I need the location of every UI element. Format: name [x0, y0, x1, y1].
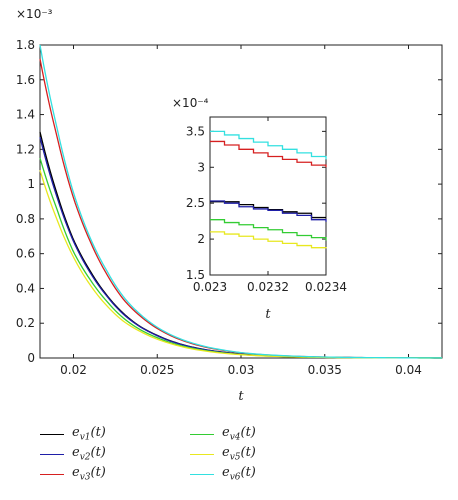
- legend-swatch: [190, 473, 214, 475]
- main-y-tick-label: 1.2: [16, 142, 35, 156]
- legend-item-ev5: ev5(t): [190, 444, 256, 464]
- inset-y-tick-label: 2.5: [186, 196, 205, 210]
- main-ticks: 0.02 0.025 0.03 0.035 0.04 0 0.2 0.4 0.6 0.8 1 1.2 1…: [16, 38, 442, 377]
- inset-x-axis-label: t: [265, 307, 271, 322]
- inset-y-multiplier: ×10⁻⁴: [172, 96, 209, 110]
- inset-y-tick-label: 1.5: [186, 268, 205, 282]
- inset-y-tick-label: 2: [197, 232, 205, 246]
- main-x-tick-label: 0.025: [140, 363, 174, 377]
- main-series-ev6: [39, 44, 442, 359]
- legend-label: ev3(t): [72, 465, 106, 483]
- main-x-tick-label: 0.04: [395, 363, 422, 377]
- legend-label: ev4(t): [222, 425, 256, 443]
- main-y-tick-label: 0.8: [16, 212, 35, 226]
- inset-plot-frame: [209, 116, 327, 276]
- legend-label: ev1(t): [72, 425, 106, 443]
- main-y-tick-label: 0.6: [16, 247, 35, 261]
- legend-item-ev2: ev2(t): [40, 444, 106, 464]
- legend-label: ev5(t): [222, 445, 256, 463]
- inset-series-ev4: [210, 219, 327, 241]
- main-x-tick-label: 0.03: [228, 363, 255, 377]
- main-x-tick-label: 0.02: [60, 363, 87, 377]
- inset-series-ev2: [210, 200, 327, 222]
- inset-series: [210, 130, 327, 249]
- inset-series-ev3: [210, 140, 327, 168]
- main-x-axis-label: t: [238, 389, 244, 404]
- legend-swatch: [40, 473, 64, 475]
- main-y-tick-label: 1.6: [16, 73, 35, 87]
- chart: ×10⁻³ 0.02 0.025 0.03 0.035 0.0400.20.40.60.…: [16, 7, 443, 404]
- inset-series-ev6: [210, 130, 327, 160]
- inset-x-tick-label: 0.0232: [247, 280, 289, 294]
- inset-series-ev5: [210, 231, 327, 249]
- inset-y-tick-label: 3.5: [186, 124, 205, 138]
- inset-x-tick-label: 0.023: [193, 280, 227, 294]
- legend-item-ev3: ev3(t): [40, 464, 106, 484]
- main-y-tick-label: 1: [27, 177, 35, 191]
- inset-y-tick-label: 3: [197, 160, 205, 174]
- legend-label: ev6(t): [222, 465, 256, 483]
- main-y-multiplier: ×10⁻³: [16, 7, 53, 21]
- main-y-tick-label: 0.4: [16, 281, 35, 295]
- legend-label: ev2(t): [72, 445, 106, 463]
- main-y-tick-label: 1.4: [16, 108, 35, 122]
- legend-swatch: [190, 433, 214, 435]
- inset-chart: ×10⁻⁴ 0.023 0.0232 0.0234 1.5 2 2.5 3 3.5 t: [172, 96, 347, 322]
- legend-item-ev6: ev6(t): [190, 464, 256, 484]
- main-y-tick-label: 0: [27, 351, 35, 365]
- legend-swatch: [40, 453, 64, 455]
- main-y-tick-label: 0.2: [16, 316, 35, 330]
- main-y-tick-label: 1.8: [16, 38, 35, 52]
- legend-item-ev1: ev1(t): [40, 424, 106, 444]
- inset-ticks: 0.023 0.0232 0.0234 1.5 2 2.5 3 3.5: [186, 117, 347, 294]
- inset-x-tick-label: 0.0234: [305, 280, 347, 294]
- main-series: [39, 44, 442, 359]
- legend: ev1(t) ev2(t) ev3(t) ev4(t) ev5(t) ev6(t…: [40, 420, 440, 498]
- legend-swatch: [190, 453, 214, 455]
- legend-item-ev4: ev4(t): [190, 424, 256, 444]
- main-x-tick-label: 0.035: [308, 363, 342, 377]
- legend-swatch: [40, 433, 64, 435]
